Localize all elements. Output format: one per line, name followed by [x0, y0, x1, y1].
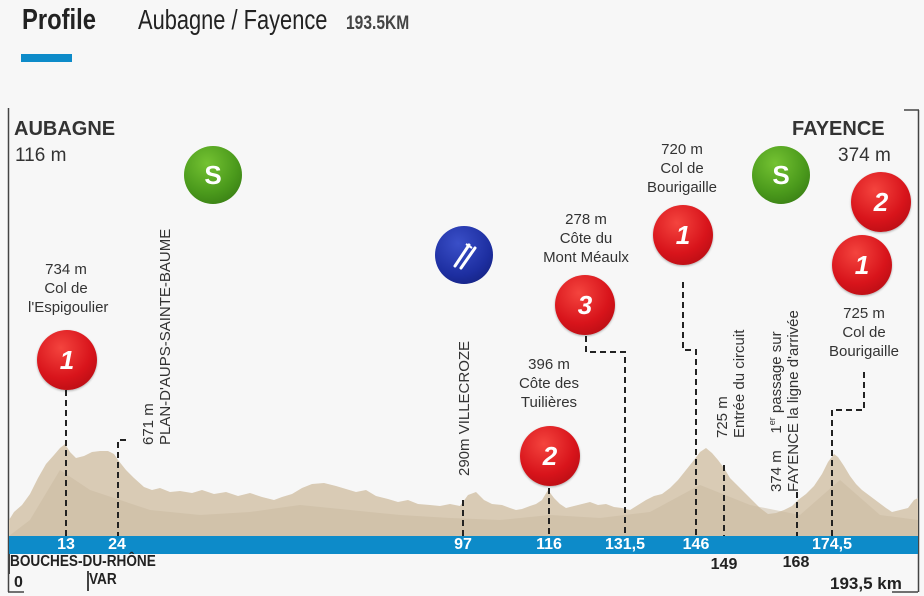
- start-altitude: 116 m: [15, 145, 67, 166]
- climb-altitude: 278 m: [565, 211, 607, 228]
- plan-aups-label: 671 m PLAN-D'AUPS-SAINTE-BAUME: [140, 229, 174, 445]
- climb-altitude: 396 m: [528, 356, 570, 373]
- km-axis-band: [9, 536, 918, 554]
- km-marker: 116: [536, 536, 562, 553]
- climb-espigoulier-label: 734 m Col de l'Espigoulier: [28, 260, 109, 317]
- climb-altitude: 720 m: [661, 141, 703, 158]
- department-label: VAR: [89, 571, 117, 588]
- climb-name-line1: Col de: [660, 160, 704, 177]
- climb-name-line2: Tuilières: [520, 394, 578, 411]
- climb-name-line1: Col de: [44, 280, 88, 297]
- km-marker: 168: [782, 554, 810, 571]
- fork-knife-icon: [453, 243, 477, 270]
- point-name: PLAN-D'AUPS-SAINTE-BAUME: [157, 228, 174, 445]
- climb-name-line2: Bourigaille: [828, 343, 900, 360]
- finish-town-name: FAYENCE: [792, 118, 885, 140]
- km-marker: 97: [454, 536, 472, 553]
- climb-name-line1: Col de: [842, 324, 886, 341]
- climb-category-2-badge: 2: [520, 426, 580, 486]
- sprint-badge-fayence: S: [752, 146, 810, 204]
- title-underline: [21, 54, 72, 62]
- climb-bourigaille-label: 720 m Col de Bourigaille: [620, 140, 744, 197]
- climb-name-line2: Bourigaille: [646, 179, 718, 196]
- climb-name-line1: Côte du: [559, 230, 613, 247]
- department-divider: [87, 571, 89, 591]
- end-km: 193,5 km: [830, 574, 902, 593]
- feed-zone-badge: [435, 226, 493, 284]
- climb-category-1-badge: 1: [37, 330, 97, 390]
- start-town-name: AUBAGNE: [14, 118, 116, 140]
- villecroze-label: 290m VILLECROZE: [456, 340, 473, 476]
- km-marker: 13: [57, 536, 75, 553]
- pass-number: 1: [768, 425, 785, 434]
- point-name: Entrée du circuit: [731, 329, 748, 438]
- point-altitude: 725 m: [714, 396, 731, 438]
- department-divider: [8, 554, 10, 574]
- climb-name-line2: Mont Méaulx: [543, 249, 629, 266]
- climb-bourigaille-2-label: 725 m Col de Bourigaille: [812, 304, 916, 361]
- climb-altitude: 725 m: [843, 305, 885, 322]
- page-header: Profile Aubagne / Fayence 193.5KM: [22, 4, 423, 44]
- page-title: Profile: [22, 4, 97, 36]
- climb-name-line2: l'Espigoulier: [28, 299, 109, 316]
- finish-climb-category-2-badge: 2: [851, 172, 911, 232]
- sprint-badge-plan-aups: S: [184, 146, 242, 204]
- km-marker: 24: [108, 536, 126, 553]
- route-name: Aubagne / Fayence: [138, 4, 328, 35]
- point-altitude: 374 m: [768, 450, 785, 492]
- climb-mont-meaulx-label: 278 m Côte du Mont Méaulx: [515, 210, 657, 267]
- pass-text: passage sur: [768, 331, 785, 418]
- km-marker: 174,5: [811, 536, 853, 553]
- climb-tuilieres-label: 396 m Côte des Tuilières: [506, 355, 592, 412]
- pass-text-line2: FAYENCE la ligne d'arrivée: [785, 310, 802, 492]
- route-distance: 193.5KM: [346, 13, 410, 34]
- point-altitude: 671 m: [140, 403, 157, 445]
- climb-name-line1: Côte des: [518, 375, 580, 392]
- km-marker: 146: [682, 536, 710, 553]
- circuit-entry-label: 725 m Entrée du circuit: [714, 330, 748, 438]
- fayence-first-pass-label: 374 m 1er passage sur FAYENCE la ligne d…: [764, 310, 802, 492]
- finish-altitude: 374 m: [838, 145, 891, 166]
- km-marker: 131,5: [604, 536, 646, 553]
- climb-category-3-badge: 3: [555, 275, 615, 335]
- department-label: BOUCHES-DU-RHÔNE: [10, 553, 156, 570]
- pass-ordinal: er: [767, 417, 777, 426]
- start-km: 0: [14, 574, 23, 591]
- climb-category-1-badge: 1: [653, 205, 713, 265]
- km-marker: 149: [710, 556, 738, 573]
- climb-altitude: 734 m: [45, 261, 87, 278]
- climb-category-1-badge: 1: [832, 235, 892, 295]
